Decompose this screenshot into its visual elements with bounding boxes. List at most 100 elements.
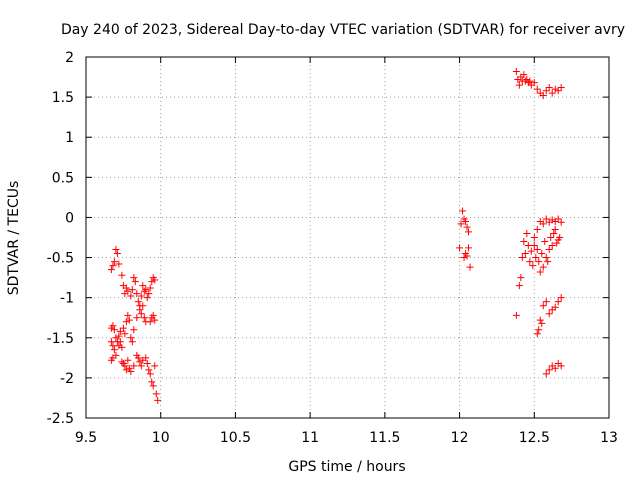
data-point — [459, 207, 467, 215]
data-point — [548, 216, 556, 224]
data-point — [137, 310, 145, 318]
data-point — [542, 215, 550, 223]
data-point — [551, 85, 559, 93]
data-point — [109, 354, 117, 362]
x-tick-label: 12 — [451, 430, 469, 446]
data-point — [128, 338, 136, 346]
data-point — [148, 378, 156, 386]
data-point — [115, 342, 123, 350]
y-tick-label: 2 — [65, 50, 74, 66]
data-point — [550, 229, 558, 237]
data-point — [130, 362, 138, 370]
data-point — [110, 346, 118, 354]
data-point — [463, 223, 471, 231]
data-point — [542, 254, 550, 262]
y-axis-label: SDTVAR / TECUs — [6, 181, 22, 296]
data-point — [523, 75, 531, 83]
y-tick-label: 0 — [65, 210, 74, 226]
data-point — [526, 258, 534, 266]
plot-frame — [85, 56, 610, 419]
data-point — [545, 246, 553, 254]
data-point — [539, 263, 547, 271]
y-tick-label: 1 — [65, 130, 74, 146]
data-point — [145, 366, 153, 374]
data-point — [557, 83, 565, 91]
data-point — [530, 234, 538, 241]
data-point — [115, 332, 123, 340]
x-axis-label: GPS time / hours — [288, 459, 405, 475]
data-point — [530, 79, 538, 87]
data-point — [542, 370, 550, 378]
data-point — [137, 292, 145, 300]
data-point — [535, 258, 543, 266]
data-point — [145, 290, 153, 298]
data-point — [533, 330, 541, 338]
data-point — [548, 89, 556, 97]
data-point — [544, 258, 552, 266]
data-point — [462, 217, 470, 225]
data-point — [149, 382, 157, 390]
data-point — [527, 247, 535, 255]
data-point — [545, 83, 553, 91]
data-point — [146, 370, 154, 378]
data-point — [551, 364, 559, 372]
data-point — [122, 366, 130, 374]
data-point — [125, 316, 133, 324]
y-tick-label: -2.5 — [47, 411, 74, 427]
data-point — [526, 77, 534, 85]
grid-lines — [86, 57, 609, 418]
data-point — [536, 268, 544, 276]
data-point — [515, 81, 523, 89]
data-point — [107, 266, 115, 274]
data-point — [557, 294, 565, 302]
data-point — [538, 319, 546, 327]
data-point — [460, 254, 468, 262]
data-point — [557, 218, 565, 226]
data-point — [130, 326, 138, 334]
data-point — [151, 362, 159, 370]
data-point — [151, 276, 159, 284]
data-point — [109, 322, 117, 330]
data-point — [518, 254, 526, 262]
x-tick-label: 11.5 — [369, 430, 400, 446]
data-point — [133, 290, 141, 298]
data-point — [109, 262, 117, 270]
data-point — [554, 298, 562, 306]
data-point — [533, 85, 541, 93]
x-tick-label: 13 — [600, 430, 618, 446]
data-point — [551, 225, 559, 233]
data-point — [545, 310, 553, 318]
data-point — [554, 215, 562, 223]
data-point — [116, 327, 124, 335]
data-point — [465, 244, 473, 252]
data-point — [142, 318, 150, 326]
data-point — [115, 260, 123, 268]
data-point — [122, 318, 130, 326]
data-point — [143, 359, 151, 367]
data-point — [551, 303, 559, 311]
data-point — [128, 286, 136, 294]
chart-title: Day 240 of 2023, Sidereal Day-to-day VTE… — [61, 22, 625, 38]
data-point — [538, 250, 546, 258]
data-point — [545, 366, 553, 374]
data-point — [113, 250, 121, 258]
data-point — [466, 263, 474, 271]
data-point — [140, 314, 148, 322]
data-point — [457, 220, 465, 228]
data-point — [142, 286, 150, 294]
data-point — [148, 278, 156, 286]
data-point — [557, 362, 565, 370]
data-point — [130, 274, 138, 282]
data-point — [112, 334, 120, 342]
data-point — [463, 252, 471, 260]
data-point — [118, 343, 126, 351]
data-point — [143, 294, 151, 302]
data-point — [110, 258, 118, 266]
data-point — [107, 338, 115, 346]
y-tick-label: -1.5 — [47, 331, 74, 347]
data-point — [116, 338, 124, 346]
x-tick-label: 10 — [152, 430, 170, 446]
data-point — [151, 316, 159, 324]
data-point — [121, 330, 129, 338]
data-point — [524, 242, 532, 250]
